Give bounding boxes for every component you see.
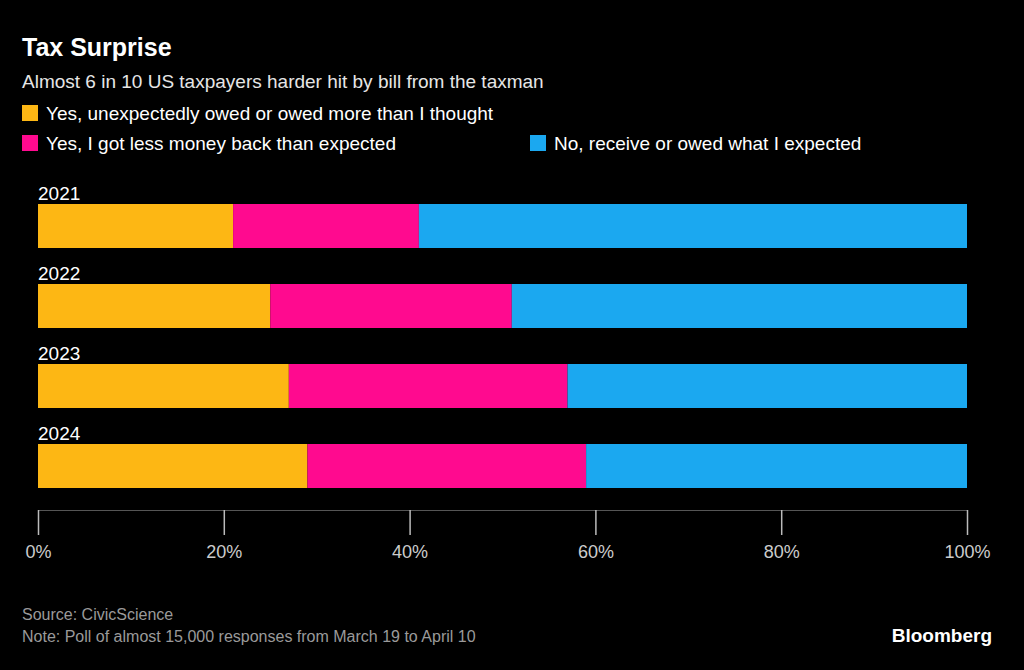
note: Note: Poll of almost 15,000 responses fr… [22, 628, 476, 645]
legend-label: Yes, I got less money back than expected [46, 133, 396, 154]
tick-mark [967, 510, 969, 535]
tick: 20% [206, 510, 242, 562]
tick-label: 0% [25, 542, 51, 562]
tick: 80% [764, 510, 800, 562]
tick-label: 80% [764, 542, 800, 562]
bar-segment [233, 204, 419, 248]
bar-segment [307, 444, 586, 488]
bar-segment [38, 364, 289, 408]
x-axis: 0% 20% 40% 60% 80% 100% [25, 510, 990, 562]
bar-segment [586, 444, 967, 488]
legend-swatch [22, 105, 38, 121]
tick-mark [781, 510, 783, 535]
bar-segment [512, 284, 967, 328]
source: Source: CivicScience [22, 606, 173, 623]
legend-label: Yes, unexpectedly owed or owed more than… [46, 103, 494, 124]
tick: 40% [392, 510, 428, 562]
chart: Tax Surprise Almost 6 in 10 US taxpayers … [0, 0, 1024, 670]
legend-label: No, receive or owed what I expected [554, 133, 861, 154]
subtitle: Almost 6 in 10 US taxpayers harder hit b… [22, 71, 544, 92]
tick: 100% [944, 510, 990, 562]
credit: Bloomberg [892, 625, 992, 646]
legend-swatch [22, 135, 38, 151]
bar-segment [38, 204, 233, 248]
tick-label: 20% [206, 542, 242, 562]
tick-label: 60% [578, 542, 614, 562]
bar-segment [419, 204, 967, 248]
tick-mark [224, 510, 226, 535]
tick: 60% [578, 510, 614, 562]
category-label: 2023 [38, 343, 80, 364]
bar-segment [568, 364, 967, 408]
bar-segment [38, 284, 270, 328]
category-label: 2021 [38, 183, 80, 204]
bar-segment [289, 364, 568, 408]
tick-label: 40% [392, 542, 428, 562]
bar-segment [38, 444, 307, 488]
category-label: 2024 [38, 423, 81, 444]
tick-label: 100% [944, 542, 990, 562]
axis-line [39, 510, 968, 511]
bar-segment [270, 284, 512, 328]
tick: 0% [25, 510, 51, 562]
tick-mark [595, 510, 597, 535]
tick-mark [409, 510, 411, 535]
tick-mark [38, 510, 40, 535]
legend: Yes, unexpectedly owed or owed more than… [22, 103, 861, 154]
background [0, 0, 1024, 670]
bars [38, 204, 967, 488]
category-label: 2022 [38, 263, 80, 284]
legend-swatch [530, 135, 546, 151]
title: Tax Surprise [22, 33, 172, 61]
